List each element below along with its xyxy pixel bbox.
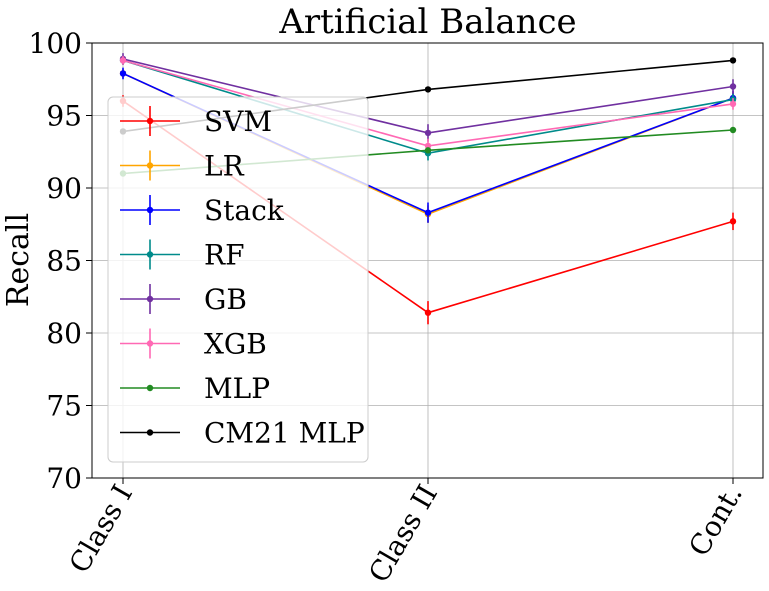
data-point: [729, 126, 737, 134]
legend-label: CM21 MLP: [204, 417, 365, 450]
data-point: [424, 309, 432, 316]
legend-entry: GB: [120, 283, 247, 316]
data-point: [119, 57, 127, 64]
y-tick-label: 90: [46, 172, 82, 205]
x-tick-label: Cont.: [682, 479, 749, 562]
legend-swatch-marker: [146, 429, 154, 436]
legend-entry: RF: [120, 239, 245, 272]
data-point: [729, 57, 737, 64]
legend-entry: XGB: [120, 328, 267, 361]
data-point: [729, 218, 737, 225]
legend-entry: CM21 MLP: [120, 417, 365, 450]
legend: SVM LR Stack RF GB XGB MLP CM21 MLP: [107, 96, 369, 463]
legend-swatch-marker: [146, 295, 154, 303]
y-tick-label: 85: [46, 245, 82, 278]
legend-entry: LR: [120, 150, 245, 183]
data-point: [119, 70, 127, 77]
data-point: [424, 147, 432, 154]
legend-label: XGB: [204, 328, 267, 361]
data-point: [729, 83, 737, 90]
y-tick-label: 95: [46, 100, 82, 133]
y-tick-label: 75: [46, 390, 82, 423]
legend-box: [107, 96, 369, 463]
data-point: [424, 129, 432, 137]
legend-swatch-marker: [146, 162, 154, 169]
legend-label: GB: [204, 283, 247, 316]
data-point: [729, 100, 737, 108]
y-tick-label: 80: [46, 317, 82, 350]
legend-entry: MLP: [120, 372, 270, 405]
y-axis-ticks: 70 75 80 85 90 95 100: [29, 27, 92, 495]
legend-swatch-marker: [146, 206, 154, 214]
legend-swatch-marker: [146, 384, 154, 392]
legend-entry: Stack: [120, 194, 285, 227]
x-axis-ticks: Class I Class II Cont.: [63, 478, 749, 588]
legend-label: SVM: [204, 105, 272, 138]
y-axis-label: Recall: [1, 213, 36, 307]
data-point: [424, 86, 432, 93]
legend-label: MLP: [204, 372, 270, 405]
legend-label: RF: [204, 239, 245, 272]
y-tick-label: 70: [46, 462, 82, 495]
legend-entry: SVM: [120, 105, 272, 138]
chart-title: Artificial Balance: [278, 2, 576, 42]
legend-swatch-marker: [146, 251, 154, 258]
legend-swatch-marker: [146, 117, 154, 125]
plot-frame: [91, 42, 764, 479]
legend-swatch-marker: [146, 340, 154, 347]
y-tick-label: 100: [29, 27, 82, 60]
legend-label: Stack: [204, 194, 285, 227]
legend-label: LR: [204, 150, 245, 183]
x-tick-label: Class II: [362, 479, 444, 588]
data-point: [424, 209, 432, 216]
